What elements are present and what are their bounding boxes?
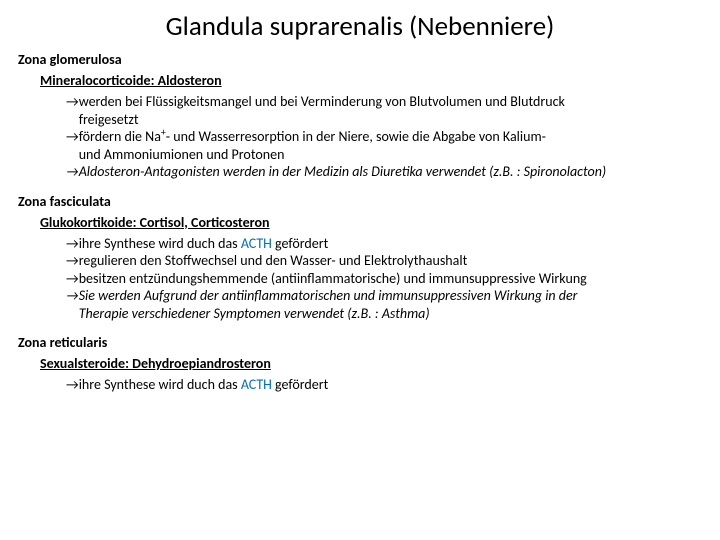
text-part: ihre Synthese wird duch das xyxy=(79,376,241,393)
bullet-text: regulieren den Stoffwechsel und den Wass… xyxy=(79,252,702,270)
bullet-item: → Therapie verschiedener Symptomen verwe… xyxy=(66,305,702,323)
slide-title: Glandula suprarenalis (Nebenniere) xyxy=(18,10,702,43)
bullet-item: → ihre Synthese wird duch das ACTH geför… xyxy=(66,235,702,253)
text-part: - und Wasserresorption in der Niere, sow… xyxy=(166,128,546,145)
bullet-text: Therapie verschiedener Symptomen verwend… xyxy=(79,305,702,323)
bullet-item: → regulieren den Stoffwechsel und den Wa… xyxy=(66,252,702,270)
text-part: ihre Synthese wird duch das xyxy=(79,235,241,252)
bullet-text: besitzen entzündungshemmende (antiinflam… xyxy=(79,270,702,288)
bullet-text: Sie werden Aufgrund der antiinflammatori… xyxy=(79,287,702,305)
bullet-item: → werden bei Flüssigkeitsmangel und bei … xyxy=(66,93,702,111)
zona-fasciculata-sub: Glukokortikoide: Cortisol, Corticosteron xyxy=(40,214,702,231)
zona-reticularis-sub: Sexualsteroide: Dehydroepiandrosteron xyxy=(40,355,702,372)
arrow-icon: → xyxy=(66,163,79,181)
arrow-icon: → xyxy=(66,235,79,253)
arrow-icon: → xyxy=(66,376,79,394)
arrow-icon: → xyxy=(66,93,79,111)
bullet-text: fördern die Na+- und Wasserresorption in… xyxy=(79,128,702,146)
bullet-item: → Aldosteron-Antagonisten werden in der … xyxy=(66,163,702,181)
zona-glomerulosa-header: Zona glomerulosa xyxy=(18,51,702,68)
zona-reticularis-header: Zona reticularis xyxy=(18,334,702,351)
bullet-item: → ihre Synthese wird duch das ACTH geför… xyxy=(66,376,702,394)
zona-fasciculata-header: Zona fasciculata xyxy=(18,193,702,210)
arrow-icon: → xyxy=(66,270,79,288)
acth-highlight: ACTH xyxy=(241,235,272,252)
bullet-item: → und Ammoniumionen und Protonen xyxy=(66,146,702,164)
text-part: fördern die Na xyxy=(79,128,161,145)
bullet-text: werden bei Flüssigkeitsmangel und bei Ve… xyxy=(79,93,702,111)
text-part: gefördert xyxy=(272,235,328,252)
bullet-text: freigesetzt xyxy=(79,111,702,129)
bullet-item: → fördern die Na+- und Wasserresorption … xyxy=(66,128,702,146)
zona-glomerulosa-sub: Mineralocorticoide: Aldosteron xyxy=(40,72,702,89)
bullet-text: ihre Synthese wird duch das ACTH geförde… xyxy=(79,235,702,253)
bullet-item: → besitzen entzündungshemmende (antiinfl… xyxy=(66,270,702,288)
zona-fasciculata-bullets: → ihre Synthese wird duch das ACTH geför… xyxy=(66,235,702,323)
bullet-item: → Sie werden Aufgrund der antiinflammato… xyxy=(66,287,702,305)
arrow-icon: → xyxy=(66,252,79,270)
bullet-text: und Ammoniumionen und Protonen xyxy=(79,146,702,164)
bullet-text: ihre Synthese wird duch das ACTH geförde… xyxy=(79,376,702,394)
arrow-icon: → xyxy=(66,287,79,305)
zona-glomerulosa-bullets: → werden bei Flüssigkeitsmangel und bei … xyxy=(66,93,702,181)
zona-reticularis-bullets: → ihre Synthese wird duch das ACTH geför… xyxy=(66,376,702,394)
acth-highlight: ACTH xyxy=(241,376,272,393)
arrow-icon: → xyxy=(66,128,79,146)
bullet-text: Aldosteron-Antagonisten werden in der Me… xyxy=(79,163,702,181)
text-part: gefördert xyxy=(272,376,328,393)
slide-container: Glandula suprarenalis (Nebenniere) Zona … xyxy=(0,0,720,402)
